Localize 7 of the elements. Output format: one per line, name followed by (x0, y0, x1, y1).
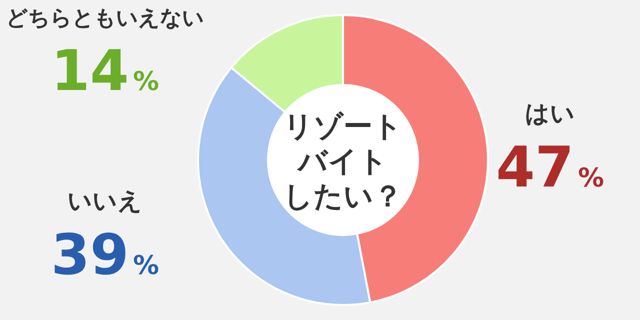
data-label: 14% (51, 39, 159, 104)
slice-label: いいえ (68, 186, 142, 215)
slice-label: どちらともいえない (6, 6, 204, 31)
text: リゾートバイトしたい？ (284, 109, 402, 213)
data-label: 47% (496, 135, 604, 200)
data-label: 39% (51, 222, 159, 288)
slice-label: はい (525, 99, 575, 128)
